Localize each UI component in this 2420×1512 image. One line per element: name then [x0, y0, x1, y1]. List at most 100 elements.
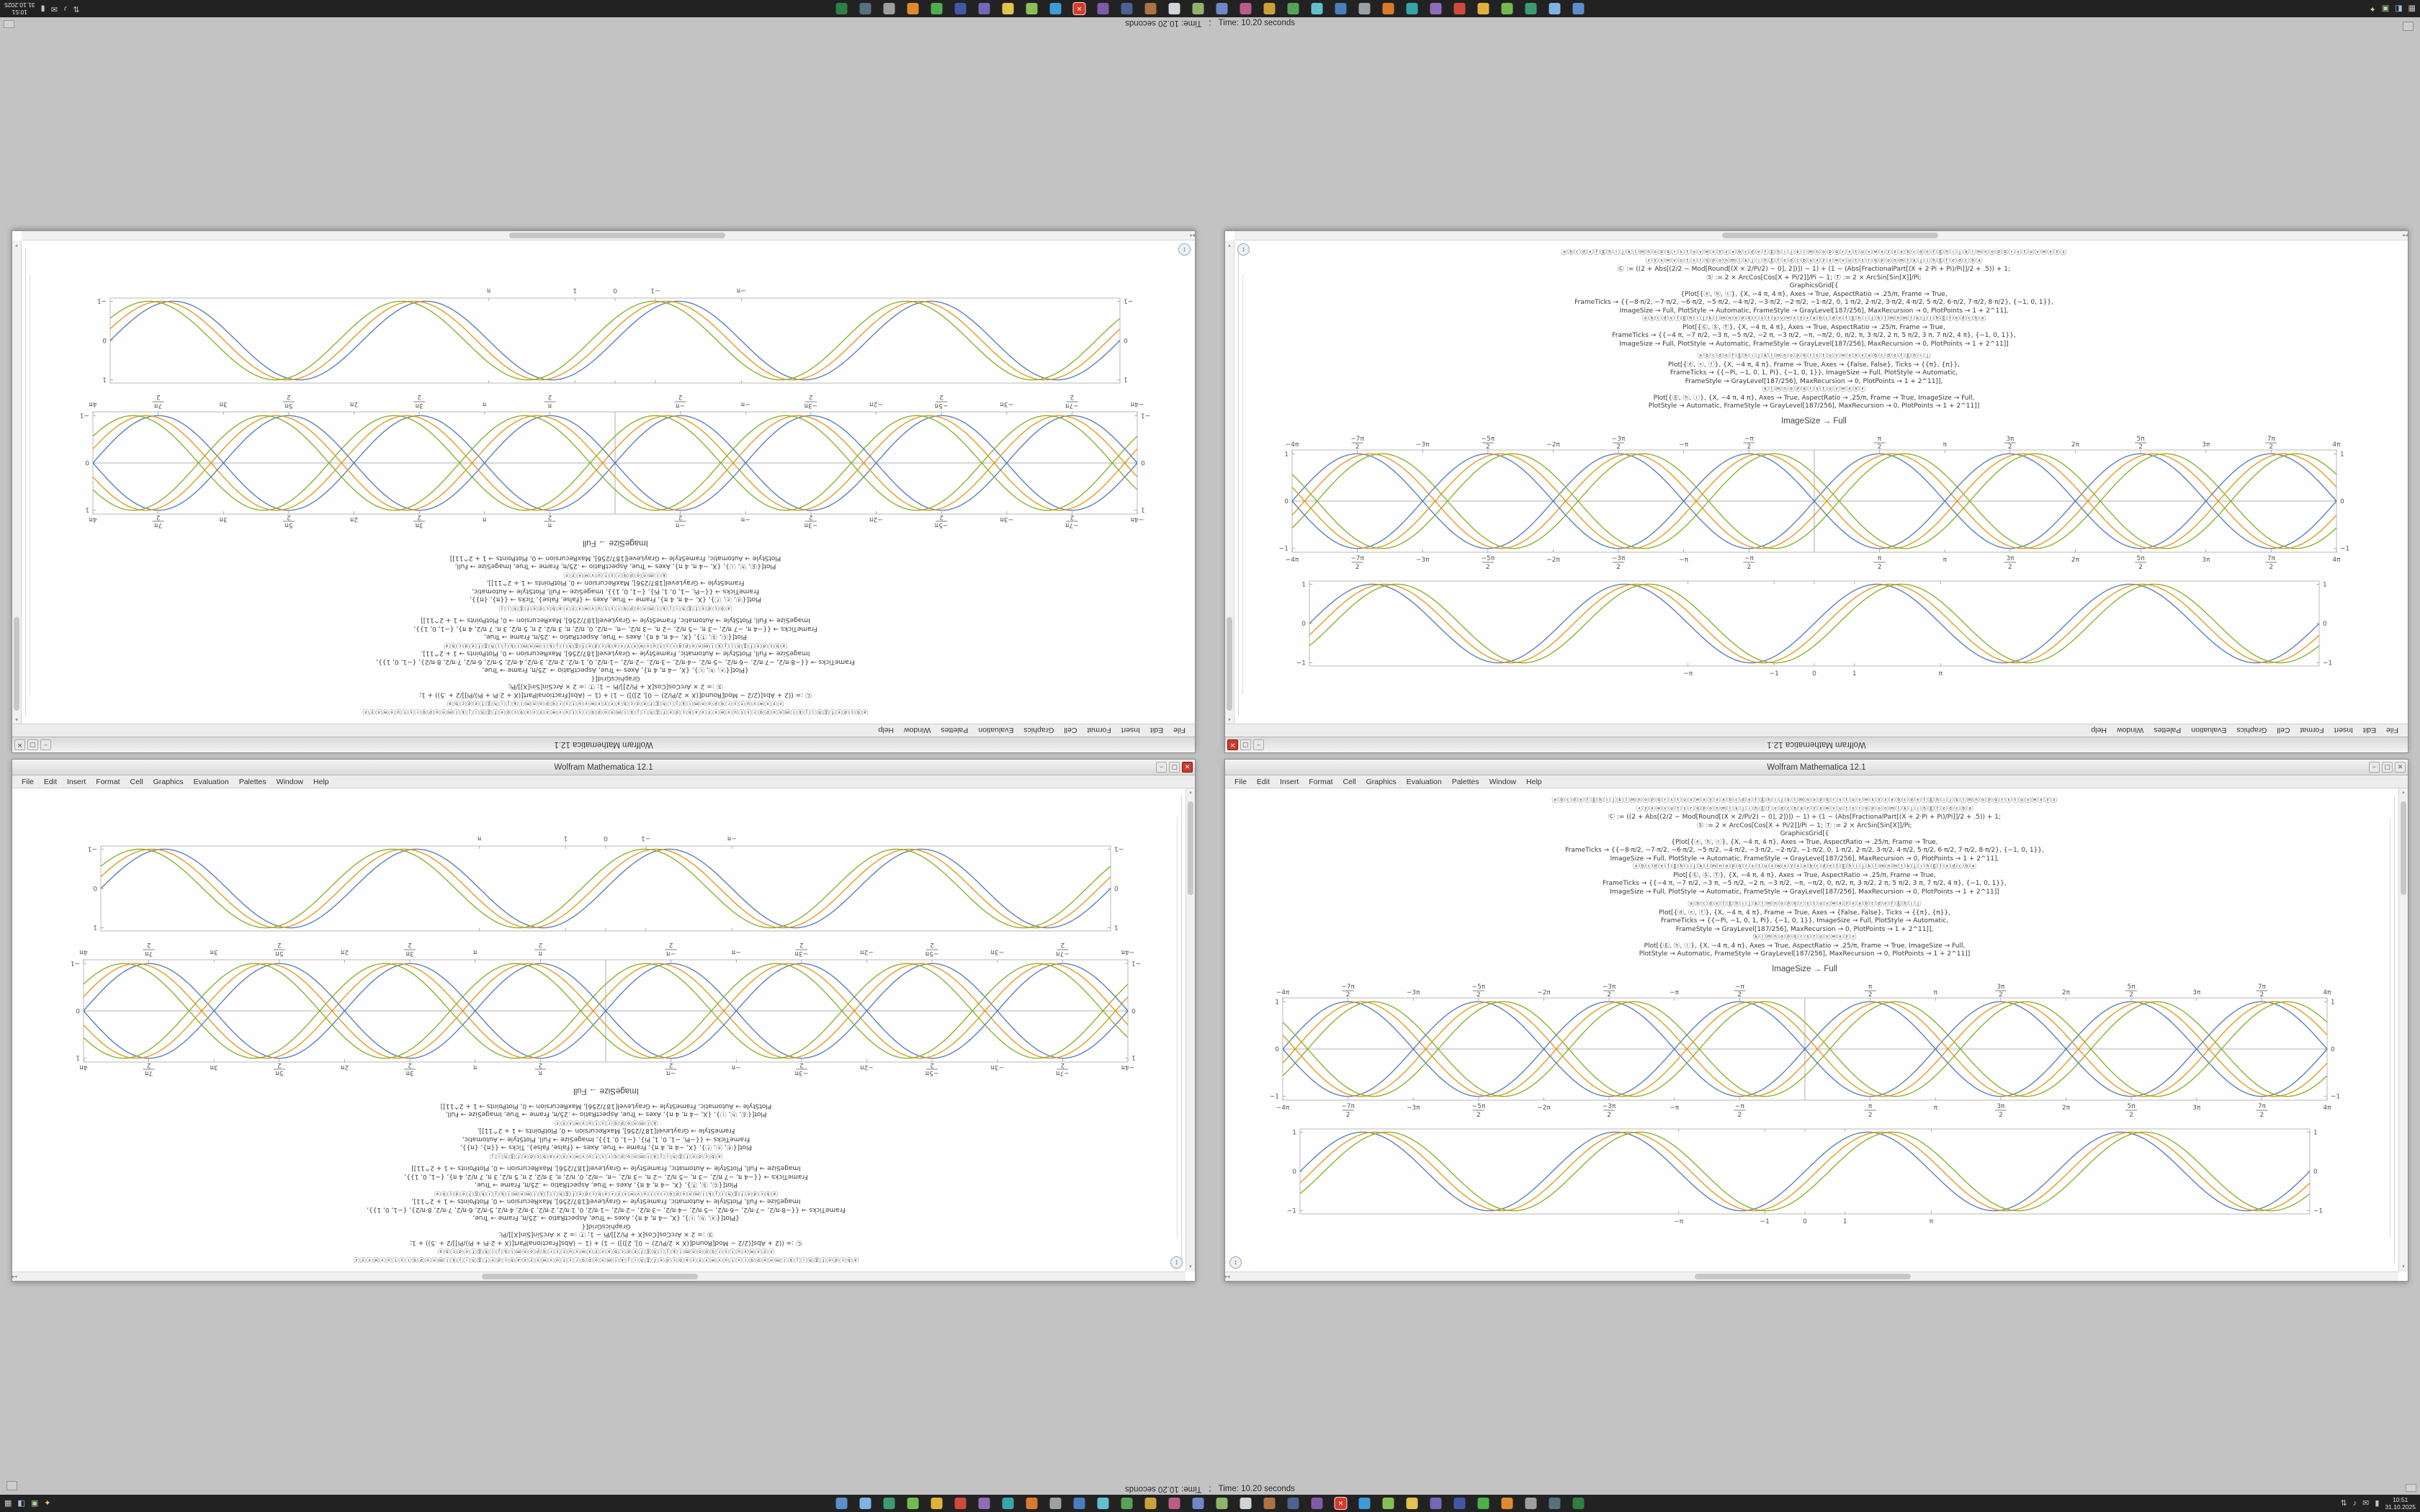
menu-item-cell[interactable]: Cell	[2277, 726, 2290, 735]
scroll-down-icon[interactable]: ▾	[1228, 243, 1231, 248]
menu-item-edit[interactable]: Edit	[2362, 726, 2377, 735]
volume-icon[interactable]: ♪	[2352, 1499, 2357, 1508]
taskbar-app-icon[interactable]	[1049, 1498, 1062, 1509]
waveform-plot-framed[interactable]: −π −1 0 1 π 1 1 0 0 −1 −1	[1263, 574, 2365, 683]
battery-icon[interactable]: ▮	[2375, 1499, 2380, 1508]
menu-item-window[interactable]: Window	[1489, 777, 1517, 786]
menu-item-palettes[interactable]: Palettes	[941, 726, 969, 735]
scroll-up-icon[interactable]: ▴	[1228, 717, 1231, 722]
menu-item-insert[interactable]: Insert	[1121, 726, 1140, 735]
waveform-plot-framed[interactable]: −π −1 0 1 π 1 1 0 0 −1 −1	[65, 282, 1167, 391]
mathematica-window-left[interactable]: Wolfram Mathematica 12.1 − ▢ ✕ File Edit I…	[1224, 230, 2408, 753]
taskbar-app-icon[interactable]	[1216, 3, 1228, 14]
menu-item-cell[interactable]: Cell	[130, 777, 143, 786]
menu-item-file[interactable]: File	[22, 777, 34, 786]
maximize-button[interactable]: ▢	[2382, 762, 2393, 773]
scroll-right-icon[interactable]: ▸	[12, 1274, 15, 1279]
taskbar-app-icon[interactable]	[1144, 3, 1157, 14]
menu-item-format[interactable]: Format	[1087, 726, 1111, 735]
menu-item-palettes[interactable]: Palettes	[2154, 726, 2182, 735]
taskbar-clock[interactable]: 10:51 31.10.2025	[2385, 1495, 2416, 1512]
taskbar-app-icon[interactable]	[1406, 3, 1418, 14]
input-cell[interactable]: ⓐⓑⓒⓓⓔⓕⓖⓗⓘⓙⓚⓛⓜⓝⓞⓟⓠⓡⓢⓣⓤⓥⓦⓧⓨⓩⓐⓑⓒⓓⓔⓕⓖⓗⓘⓙⓚⓛⓜⓝ…	[1242, 249, 2386, 348]
taskbar-app-icon[interactable]	[1097, 1498, 1109, 1509]
scrollbar-thumb[interactable]	[14, 617, 19, 711]
minimize-button[interactable]: −	[1253, 739, 1264, 750]
terminal-icon[interactable]: ▣	[30, 1499, 39, 1508]
minimize-button[interactable]: −	[40, 739, 51, 750]
app-menu-icon[interactable]: ▦	[4, 1499, 12, 1508]
show-desktop-nub[interactable]	[4, 20, 14, 28]
taskbar-app-icon[interactable]	[835, 3, 848, 14]
taskbar-app-icon[interactable]	[978, 3, 990, 14]
taskbar-clock[interactable]: 10:51 31.10.2025	[4, 0, 35, 17]
waveform-plot-axes[interactable]: −4π−4π−7π2−7π2−3π−3π−5π2−5π2−2π−2π−3π2−3…	[1263, 433, 2365, 574]
search-icon[interactable]: ✦	[44, 1499, 51, 1508]
app-menu-icon[interactable]: ▦	[2408, 4, 2416, 13]
close-button[interactable]: ✕	[2395, 762, 2406, 773]
taskbar-app-icon[interactable]	[1358, 1498, 1371, 1509]
mathematica-window-right[interactable]: Wolfram Mathematica 12.1 − ▢ ✕ File Edit I…	[12, 230, 1196, 753]
vertical-scrollbar[interactable]: ▴ ▾	[2398, 788, 2408, 1272]
scroll-corner-button[interactable]: ↕	[1178, 243, 1191, 256]
input-cell[interactable]: ⓐⓑⓒⓓⓔⓕⓖⓗⓘⓙⓚⓛⓜⓝⓞⓟⓠⓡⓢⓣⓤⓥⓦⓧⓨⓩⓐⓑⓒⓓⓔⓕⓖⓗⓘⓙ Plot…	[1232, 901, 2377, 959]
workspaces-icon[interactable]: ◧	[2395, 4, 2403, 13]
window-titlebar[interactable]: Wolfram Mathematica 12.1 − ▢ ✕	[12, 737, 1195, 752]
taskbar-app-icon[interactable]	[1287, 1498, 1299, 1509]
taskbar-app-icon[interactable]	[883, 1498, 895, 1509]
menu-item-format[interactable]: Format	[1309, 777, 1333, 786]
scroll-left-icon[interactable]: ◂	[14, 1274, 17, 1279]
menu-item-graphics[interactable]: Graphics	[2236, 726, 2267, 735]
menu-item-insert[interactable]: Insert	[67, 777, 86, 786]
menu-item-file[interactable]: File	[2386, 726, 2398, 735]
horizontal-scrollbar[interactable]: ◂ ▸	[12, 1272, 1186, 1281]
menu-item-edit[interactable]: Edit	[1150, 726, 1164, 735]
scroll-corner-button[interactable]: ↕	[1237, 243, 1250, 256]
taskbar-app-icon[interactable]	[1073, 1498, 1085, 1509]
menu-item-evaluation[interactable]: Evaluation	[978, 726, 1014, 735]
scrollbar-thumb[interactable]	[1227, 617, 1232, 711]
menu-item-graphics[interactable]: Graphics	[1023, 726, 1054, 735]
taskbar-app-icon[interactable]	[859, 3, 871, 14]
taskbar-app-icon[interactable]	[954, 1498, 967, 1509]
cell-bracket[interactable]	[1181, 796, 1182, 1264]
volume-icon[interactable]: ♪	[63, 4, 68, 13]
horizontal-scrollbar[interactable]: ◂ ▸	[1225, 1272, 2398, 1281]
input-cell[interactable]: ⓐⓑⓒⓓⓔⓕⓖⓗⓘⓙⓚⓛⓜⓝⓞⓟⓠⓡⓢⓣⓤⓥⓦⓧⓨⓩⓐⓑⓒⓓⓔⓕⓖⓗⓘⓙ Plot…	[34, 1102, 1178, 1159]
taskbar-app-icon[interactable]	[1240, 3, 1252, 14]
scroll-up-icon[interactable]: ▴	[1189, 790, 1192, 795]
maximize-button[interactable]: ▢	[1169, 762, 1180, 773]
taskbar-app-icon[interactable]	[931, 1498, 943, 1509]
taskbar-app-icon[interactable]	[1216, 1498, 1228, 1509]
taskbar-app-icon[interactable]	[1430, 1498, 1442, 1509]
menu-item-help[interactable]: Help	[2091, 726, 2107, 735]
taskbar-app-icon[interactable]	[1382, 3, 1394, 14]
taskbar-app-icon[interactable]	[1049, 3, 1062, 14]
minimize-button[interactable]: −	[1156, 762, 1167, 773]
taskbar-app-icon[interactable]	[883, 3, 895, 14]
search-icon[interactable]: ✦	[2369, 4, 2376, 13]
taskbar-app-icon[interactable]	[1026, 1498, 1038, 1509]
taskbar-app-icon[interactable]	[1097, 3, 1109, 14]
input-cell[interactable]: ⓐⓑⓒⓓⓔⓕⓖⓗⓘⓙⓚⓛⓜⓝⓞⓟⓠⓡⓢⓣⓤⓥⓦⓧⓨⓩⓐⓑⓒⓓⓔⓕⓖⓗⓘⓙⓚⓛⓜⓝ…	[34, 1164, 1178, 1264]
mail-icon[interactable]: ✉	[50, 4, 58, 13]
taskbar-app-icon[interactable]	[1263, 3, 1276, 14]
scroll-down-icon[interactable]: ▾	[15, 243, 18, 248]
input-cell[interactable]: ⓐⓑⓒⓓⓔⓕⓖⓗⓘⓙⓚⓛⓜⓝⓞⓟⓠⓡⓢⓣⓤⓥⓦⓧⓨⓩⓐⓑⓒⓓⓔⓕⓖⓗⓘⓙⓚⓛⓜⓝ…	[1232, 797, 2377, 896]
menu-item-graphics[interactable]: Graphics	[1366, 777, 1397, 786]
taskbar-app-icon[interactable]	[907, 3, 919, 14]
waveform-plot-framed[interactable]: −π −1 0 1 π 1 1 0 0 −1 −1	[1254, 1122, 2356, 1231]
scrollbar-thumb[interactable]	[2401, 801, 2406, 895]
taskbar-app-icon[interactable]	[1477, 3, 1489, 14]
desktop-shortcut-icon[interactable]	[2403, 22, 2414, 31]
network-icon[interactable]: ⇅	[2340, 1499, 2347, 1508]
menu-item-help[interactable]: Help	[1526, 777, 1542, 786]
vertical-scrollbar[interactable]: ▴ ▾	[1186, 788, 1195, 1272]
taskbar-app-icon[interactable]	[1501, 1498, 1513, 1509]
taskbar-app-icon[interactable]	[859, 1498, 871, 1509]
taskbar-app-icon[interactable]	[1168, 1498, 1180, 1509]
maximize-button[interactable]: ▢	[27, 739, 38, 750]
menu-item-insert[interactable]: Insert	[1280, 777, 1299, 786]
cell-bracket[interactable]	[25, 248, 26, 716]
taskbar-app-icon[interactable]	[1026, 3, 1038, 14]
